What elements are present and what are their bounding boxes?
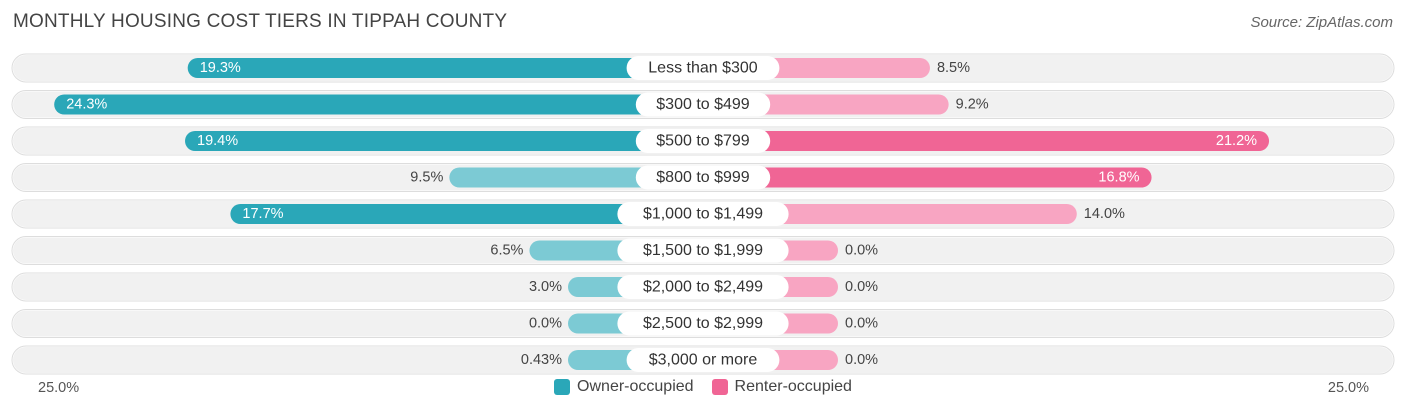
renter-value-label: 0.0% — [845, 243, 878, 259]
owner-value-label: 19.4% — [197, 133, 238, 149]
category-label: $3,000 or more — [649, 352, 758, 369]
category-label: $1,000 to $1,499 — [643, 206, 763, 223]
renter-value-label: 0.0% — [845, 279, 878, 295]
renter-value-label: 9.2% — [956, 97, 989, 113]
category-pill — [617, 202, 789, 226]
owner-value-label: 17.7% — [242, 206, 283, 222]
category-pill — [635, 165, 771, 190]
renter-bar — [703, 204, 1077, 224]
renter-bar — [703, 131, 1270, 151]
category-label: Less than $300 — [648, 60, 758, 77]
category-label: $1,500 to $1,999 — [643, 242, 763, 259]
legend-item-owner: Owner-occupied — [554, 378, 694, 396]
legend-label-owner: Owner-occupied — [577, 378, 694, 395]
owner-value-label: 0.43% — [521, 352, 562, 368]
category-pill — [635, 129, 771, 153]
owner-bar — [230, 204, 703, 224]
category-pill — [626, 348, 780, 372]
renter-value-label: 16.8% — [1098, 170, 1139, 186]
source-note: Source: ZipAtlas.com — [1250, 14, 1393, 31]
category-pill — [626, 56, 780, 80]
category-pill — [617, 238, 789, 263]
owner-value-label: 19.3% — [200, 60, 241, 76]
owner-value-label: 9.5% — [410, 170, 443, 186]
owner-value-label: 0.0% — [529, 316, 562, 332]
category-pill — [635, 92, 771, 117]
category-label: $2,000 to $2,499 — [643, 279, 763, 296]
legend: Owner-occupied Renter-occupied — [0, 378, 1406, 396]
renter-value-label: 14.0% — [1084, 206, 1125, 222]
category-label: $2,500 to $2,999 — [643, 315, 763, 332]
legend-item-renter: Renter-occupied — [711, 378, 852, 396]
owner-bar — [187, 58, 703, 78]
category-pill — [617, 275, 789, 299]
renter-value-label: 0.0% — [845, 316, 878, 332]
legend-swatch-owner — [554, 379, 571, 395]
axis-right-label: 25.0% — [1327, 380, 1369, 396]
owner-value-label: 24.3% — [66, 97, 107, 113]
category-label: $300 to $499 — [656, 96, 750, 113]
axis-left-label: 25.0% — [38, 380, 80, 396]
renter-value-label: 0.0% — [845, 352, 878, 368]
category-label: $800 to $999 — [656, 169, 750, 186]
legend-swatch-renter — [711, 379, 728, 395]
owner-value-label: 6.5% — [490, 243, 523, 259]
category-label: $500 to $799 — [656, 133, 750, 150]
owner-bar — [54, 94, 703, 115]
renter-value-label: 8.5% — [937, 60, 970, 76]
owner-value-label: 3.0% — [529, 279, 562, 295]
legend-label-renter: Renter-occupied — [734, 378, 852, 395]
owner-bar — [185, 131, 703, 151]
renter-value-label: 21.2% — [1216, 133, 1257, 149]
category-pill — [617, 311, 789, 336]
renter-bar — [703, 167, 1152, 188]
chart-title: MONTHLY HOUSING COST TIERS IN TIPPAH COU… — [13, 11, 508, 32]
